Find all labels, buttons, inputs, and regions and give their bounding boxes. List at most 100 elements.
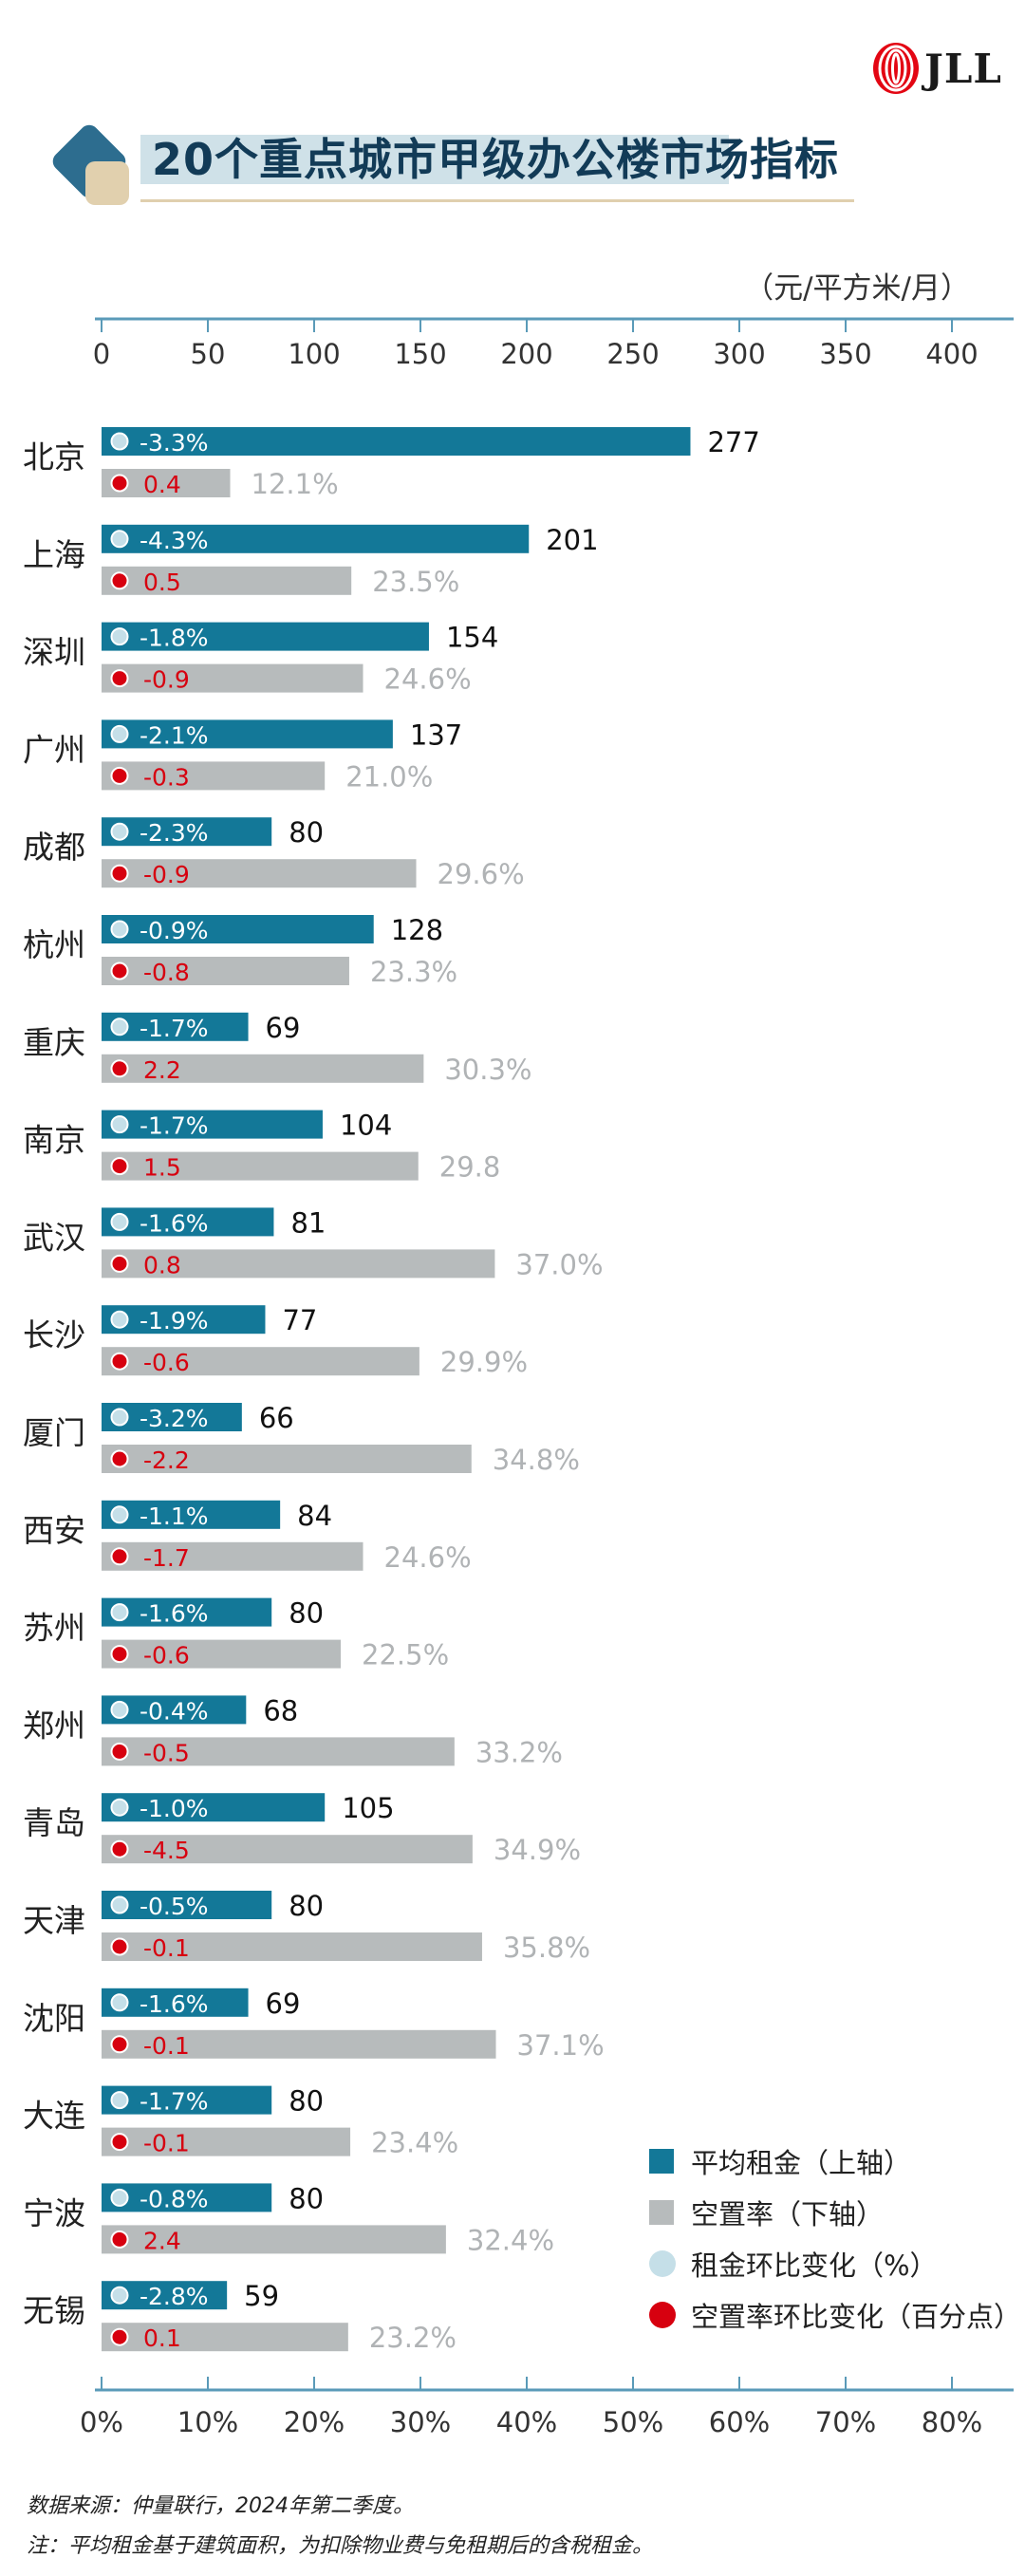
- rent-value-label: 77: [282, 1304, 317, 1336]
- vacancy-change-dot: [110, 474, 129, 493]
- rent-bar: [102, 524, 530, 553]
- city-label: 北京: [23, 439, 85, 476]
- rent-change-dot: [110, 627, 129, 646]
- vacancy-value-label: 29.9%: [440, 1346, 528, 1378]
- rent-change-dot: [110, 530, 129, 549]
- rent-change-label: -1.8%: [140, 625, 209, 652]
- top-axis-tick-label: 200: [500, 338, 552, 370]
- footnote: 注：平均租金基于建筑面积，为扣除物业费与免租期后的含税租金。: [27, 2534, 654, 2558]
- vacancy-bar: [102, 761, 326, 791]
- vacancy-value-label: 33.2%: [475, 1736, 563, 1768]
- vacancy-change-label: -1.7: [143, 1544, 190, 1572]
- city-label: 厦门: [23, 1414, 85, 1451]
- vacancy-change-label: -4.5: [143, 1837, 190, 1864]
- vacancy-value-label: 23.4%: [371, 2127, 458, 2159]
- rent-bar: [102, 427, 691, 456]
- rent-change-dot: [110, 1310, 129, 1329]
- vacancy-bar: [102, 1541, 363, 1571]
- legend-item-rent: 平均租金（上轴）: [649, 2136, 1021, 2187]
- rent-change-dot: [110, 1115, 129, 1134]
- vacancy-change-dot: [110, 2035, 129, 2054]
- vacancy-bar: [102, 2127, 351, 2156]
- rent-bar: [102, 1597, 272, 1627]
- bottom-axis-tick-label: 50%: [603, 2406, 663, 2438]
- bottom-axis-tick-label: 40%: [496, 2406, 557, 2438]
- rent-value-label: 80: [289, 1597, 324, 1630]
- rent-change-dot: [110, 432, 129, 451]
- bottom-axis-tick-label: 20%: [284, 2406, 345, 2438]
- bottom-axis-tick-label: 70%: [815, 2406, 876, 2438]
- vacancy-change-dot: [110, 1645, 129, 1664]
- rent-bar: [102, 1305, 266, 1335]
- bar-chart: 0 50 100 150 200 250 300 350 400 0% 10% 20% 30% 40% 50…: [23, 317, 1014, 2438]
- legend-label-rent-change: 租金环比变化（%）: [691, 2249, 938, 2282]
- rent-value-label: 66: [259, 1402, 294, 1434]
- rent-value-label: 80: [289, 2085, 324, 2118]
- vacancy-value-label: 32.4%: [467, 2224, 554, 2256]
- vacancy-bar: [102, 1932, 482, 1961]
- vacancy-value-label: 29.6%: [438, 858, 525, 890]
- title-decoration-icon: [52, 124, 129, 205]
- jll-logo: JLL: [871, 42, 1002, 95]
- vacancy-change-label: 0.5: [143, 569, 181, 596]
- rent-value-label: 81: [290, 1206, 326, 1239]
- vacancy-change-label: -0.3: [143, 763, 190, 791]
- vacancy-value-label: 24.6%: [384, 1541, 472, 1574]
- vacancy-value-label: 24.6%: [384, 663, 472, 696]
- vacancy-change-label: 1.5: [143, 1154, 181, 1182]
- vacancy-change-label: -0.1: [143, 2032, 190, 2060]
- rent-bar: [102, 1891, 272, 1919]
- city-label: 南京: [23, 1122, 85, 1159]
- city-label: 重庆: [23, 1024, 85, 1061]
- rent-value-label: 277: [707, 426, 759, 458]
- vacancy-change-dot: [110, 2133, 129, 2152]
- vacancy-change-dot: [110, 1157, 129, 1176]
- rent-value-label: 69: [266, 1988, 301, 2020]
- top-axis-tick-label: 350: [819, 338, 871, 370]
- rent-value-label: 69: [266, 1012, 301, 1044]
- vacancy-bar: [102, 1347, 419, 1376]
- vacancy-value-label: 34.9%: [494, 1834, 581, 1866]
- vacancy-change-label: -0.9: [143, 666, 190, 694]
- city-label: 西安: [23, 1512, 85, 1549]
- rent-bar: [102, 1207, 274, 1237]
- rent-change-dot: [110, 1017, 129, 1036]
- rent-change-label: -1.7%: [140, 1015, 209, 1042]
- city-label: 长沙: [23, 1316, 85, 1353]
- bottom-axis-tick-label: 10%: [177, 2406, 238, 2438]
- vacancy-change-label: -2.2: [143, 1447, 190, 1474]
- page-title: 20个重点城市甲级办公楼市场指标: [152, 134, 840, 185]
- vacancy-bar: [102, 2225, 446, 2254]
- vacancy-change-dot: [110, 1742, 129, 1761]
- rent-value-label: 68: [263, 1694, 298, 1727]
- rent-value-label: 80: [289, 816, 324, 849]
- rent-change-dot: [110, 920, 129, 939]
- rent-bar: [102, 719, 393, 749]
- city-label: 大连: [23, 2098, 85, 2135]
- vacancy-change-dot: [110, 2230, 129, 2249]
- legend-item-vacancy: 空置率（下轴）: [649, 2187, 1021, 2238]
- vacancy-value-label: 22.5%: [362, 1639, 449, 1671]
- vacancy-change-dot: [110, 961, 129, 980]
- rent-bar: [102, 622, 429, 651]
- top-axis-tick-label: 250: [606, 338, 659, 370]
- vacancy-change-label: 2.4: [143, 2227, 181, 2254]
- rent-change-label: -1.6%: [140, 1209, 209, 1237]
- rent-bar: [102, 1110, 323, 1139]
- city-label: 郑州: [23, 1707, 85, 1744]
- bottom-axis-tick-label: 60%: [709, 2406, 770, 2438]
- vacancy-bar: [102, 2323, 348, 2352]
- vacancy-change-dot: [110, 669, 129, 688]
- rent-change-dot: [110, 724, 129, 743]
- vacancy-value-label: 23.2%: [369, 2322, 457, 2354]
- rent-value-label: 201: [546, 524, 598, 556]
- rent-change-label: -1.7%: [140, 2088, 209, 2116]
- vacancy-change-label: -0.6: [143, 1349, 190, 1376]
- rent-change-dot: [110, 822, 129, 841]
- vacancy-bar: [102, 663, 363, 693]
- rent-value-label: 59: [244, 2280, 279, 2312]
- legend-swatch-vacancy: [649, 2200, 674, 2225]
- top-axis-tick-label: 0: [93, 338, 110, 370]
- city-label: 杭州: [23, 926, 85, 963]
- rent-change-label: -2.3%: [140, 819, 209, 847]
